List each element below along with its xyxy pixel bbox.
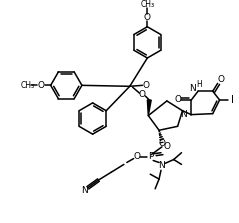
Text: H: H [196,80,202,89]
Text: CH₃: CH₃ [140,0,154,9]
Text: N: N [159,161,165,170]
Text: N: N [181,110,187,119]
Text: N: N [81,186,88,195]
Text: O: O [37,81,44,90]
Text: O: O [143,81,150,90]
Text: O: O [163,142,170,151]
Text: P: P [149,152,154,161]
Text: O: O [144,13,151,22]
Polygon shape [147,100,151,116]
Text: CH₃: CH₃ [20,81,34,90]
Text: I: I [231,95,234,105]
Text: O: O [158,139,165,149]
Text: O: O [133,152,140,161]
Text: O: O [217,75,224,84]
Text: O: O [139,90,146,99]
Text: O: O [174,95,181,105]
Text: N: N [189,84,196,93]
